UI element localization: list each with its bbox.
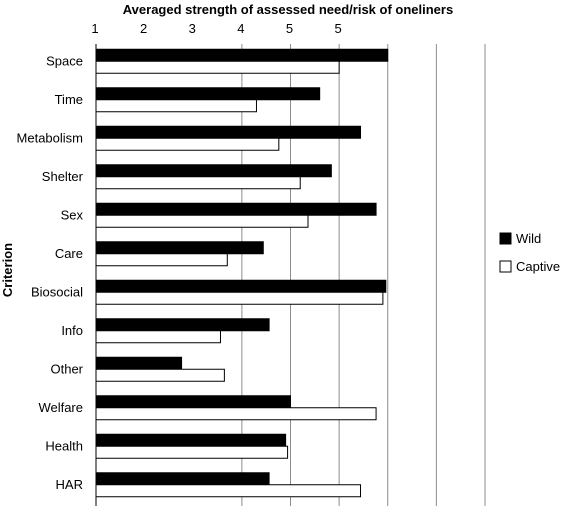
- x-tick-label: 1: [91, 21, 98, 36]
- bar-captive: [95, 407, 377, 421]
- bar-wild: [95, 318, 270, 332]
- category-label: Space: [46, 53, 83, 68]
- bar-captive: [95, 445, 289, 459]
- bar-wild: [95, 87, 321, 101]
- category-label: Biosocial: [31, 284, 83, 299]
- bar-captive: [95, 60, 340, 74]
- bar-wild: [95, 395, 291, 409]
- bar-captive: [95, 368, 225, 382]
- bar-wild: [95, 125, 362, 139]
- bar-captive: [95, 253, 228, 267]
- y-axis-title: Criterion: [0, 243, 15, 297]
- chart-legend: Wild Captive: [499, 231, 560, 274]
- legend-label: Wild: [516, 231, 541, 246]
- bar-wild: [95, 164, 332, 178]
- chart-title: Averaged strength of assessed need/risk …: [123, 2, 453, 17]
- bar-captive: [95, 330, 221, 344]
- category-label: HAR: [56, 477, 83, 492]
- x-axis-ticks: 1 2 3 4 5 5: [91, 21, 341, 36]
- bar-wild: [95, 356, 183, 370]
- bar-wild: [95, 202, 377, 216]
- x-tick-label: 5: [286, 21, 293, 36]
- legend-swatch-wild: [499, 232, 512, 245]
- legend-label: Captive: [516, 259, 560, 274]
- bar-wild: [95, 433, 287, 447]
- x-tick-label: 4: [237, 21, 244, 36]
- x-tick-label: 3: [189, 21, 196, 36]
- bar-captive: [95, 291, 384, 305]
- category-label: Other: [50, 361, 83, 376]
- bar-wild: [95, 241, 264, 255]
- bar-captive: [95, 99, 257, 113]
- x-tick-label: 5: [335, 21, 342, 36]
- bar-captive: [95, 484, 362, 498]
- category-label: Care: [55, 246, 83, 261]
- bar-captive: [95, 176, 301, 190]
- category-label: Sex: [61, 207, 84, 222]
- category-label: Time: [55, 92, 83, 107]
- category-label: Metabolism: [17, 130, 83, 145]
- x-tick-label: 2: [140, 21, 147, 36]
- category-label: Shelter: [42, 169, 84, 184]
- bar-captive: [95, 137, 280, 151]
- chart-bars: [95, 48, 389, 498]
- bar-wild: [95, 279, 387, 293]
- chart-grid: [95, 44, 486, 506]
- bar-wild: [95, 472, 270, 486]
- category-label: Health: [45, 438, 83, 453]
- category-label: Info: [61, 323, 83, 338]
- category-label: Welfare: [38, 400, 83, 415]
- category-labels: Space Time Metabolism Shelter Sex Care Biosoci…: [17, 53, 84, 492]
- legend-swatch-captive: [499, 260, 512, 273]
- bar-captive: [95, 214, 309, 228]
- bar-wild: [95, 48, 389, 62]
